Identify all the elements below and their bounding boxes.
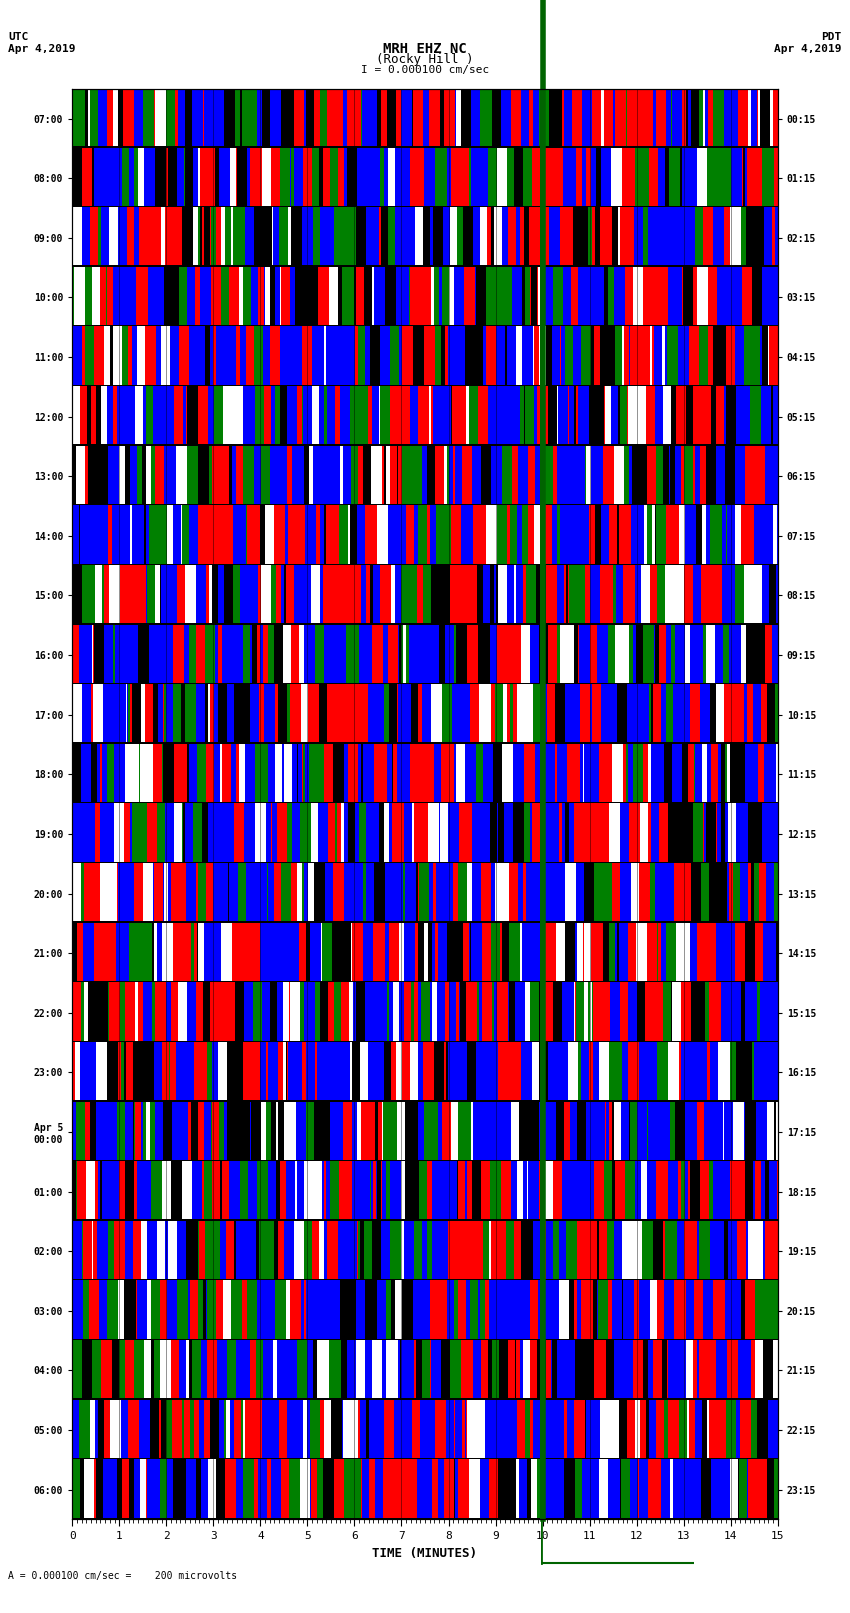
Text: I = 0.000100 cm/sec: I = 0.000100 cm/sec — [361, 65, 489, 74]
X-axis label: TIME (MINUTES): TIME (MINUTES) — [372, 1547, 478, 1560]
Text: PDT
Apr 4,2019: PDT Apr 4,2019 — [774, 32, 842, 53]
Text: (Rocky Hill ): (Rocky Hill ) — [377, 53, 473, 66]
Text: A = 0.000100 cm/sec =    200 microvolts: A = 0.000100 cm/sec = 200 microvolts — [8, 1571, 238, 1581]
Text: MRH EHZ NC: MRH EHZ NC — [383, 42, 467, 56]
Text: UTC
Apr 4,2019: UTC Apr 4,2019 — [8, 32, 76, 53]
